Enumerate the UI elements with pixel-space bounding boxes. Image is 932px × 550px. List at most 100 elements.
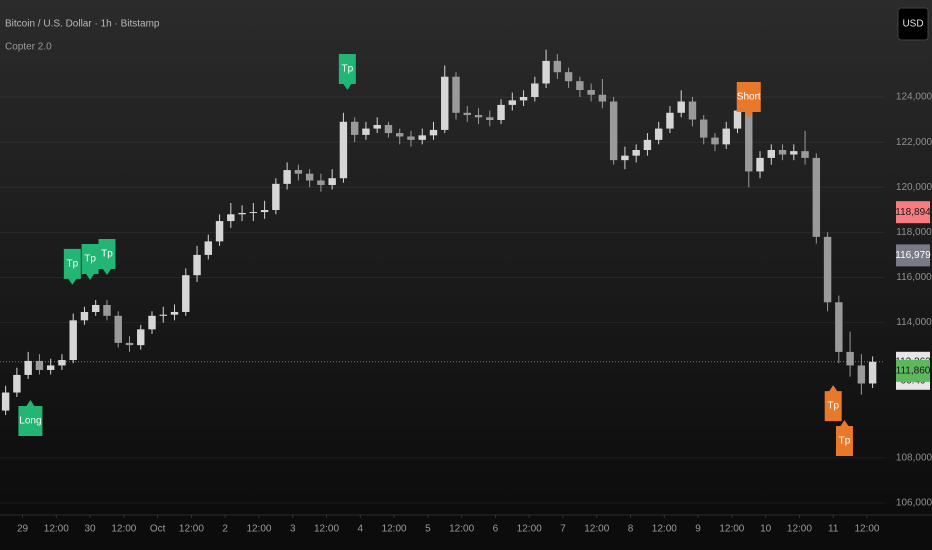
x-tick-label: 12:00: [584, 524, 609, 535]
signal-marker: [63, 248, 81, 285]
x-tick-label: 5: [425, 524, 431, 535]
candle-body: [564, 72, 573, 82]
x-axis-area: [0, 515, 932, 550]
x-tick-label: 12:00: [652, 524, 677, 535]
candle-body: [13, 374, 21, 393]
candle-body: [137, 329, 145, 346]
candle-body: [114, 315, 122, 343]
candle-body: [148, 315, 156, 330]
price-tag-label: 116,979: [895, 250, 931, 261]
candle-body: [722, 128, 730, 145]
candle-body: [643, 139, 652, 151]
x-tick-label: 12:00: [449, 524, 474, 535]
candle-body: [835, 302, 843, 352]
candle-body: [508, 100, 517, 105]
y-tick-label: 114,000: [896, 317, 932, 328]
x-tick-label: 8: [628, 524, 634, 535]
x-tick-label: 3: [290, 524, 296, 535]
signal: Tp: [63, 248, 81, 285]
candle-body: [542, 60, 550, 84]
candle-body: [812, 157, 821, 237]
signal: Tp: [338, 54, 356, 91]
x-tick-label: 12:00: [719, 524, 744, 535]
price-tag: [896, 359, 930, 382]
x-tick-label: 7: [560, 524, 566, 535]
chart-title: Bitcoin / U.S. Dollar · 1h · Bitstamp: [5, 19, 160, 30]
candle-body: [24, 360, 32, 375]
signal-label: Short: [737, 92, 761, 103]
signal-label: Tp: [342, 64, 354, 75]
candle-body: [666, 112, 674, 129]
x-tick-label: 12:00: [246, 524, 271, 535]
candle-body: [452, 76, 460, 113]
plot: [1, 49, 877, 416]
candle-body: [80, 311, 89, 321]
candle-body: [576, 81, 584, 91]
candle-body: [317, 180, 325, 185]
signal-marker: [338, 54, 356, 91]
y-tick-label: 106,000: [896, 498, 932, 509]
candle-body: [35, 360, 44, 370]
signal-label: Long: [19, 416, 41, 427]
candle-body: [609, 101, 618, 161]
y-tick-label: 118,000: [896, 227, 932, 238]
x-tick-label: 10: [760, 524, 772, 535]
signal: Tp: [81, 243, 99, 280]
candle-body: [519, 96, 528, 101]
candle-body: [846, 351, 854, 366]
candle-body: [700, 119, 708, 138]
signal: Long: [18, 399, 43, 436]
candle-body: [463, 112, 471, 116]
signal-label: Tp: [67, 259, 79, 270]
signal: Tp: [98, 238, 116, 275]
candle-body: [418, 135, 426, 140]
candle-body: [395, 133, 404, 137]
candle-body: [654, 128, 663, 140]
x-tick-label: 12:00: [787, 524, 812, 535]
candle-body: [429, 129, 438, 136]
candle-body: [215, 221, 224, 242]
signal-label: Tp: [84, 254, 96, 265]
candle-body: [497, 104, 505, 121]
y-tick-label: 120,000: [896, 182, 932, 193]
candle-body: [373, 124, 381, 129]
signal-marker: [81, 243, 99, 280]
x-tick-label: 29: [17, 524, 29, 535]
candle-body: [294, 170, 303, 174]
candle-body: [756, 157, 764, 172]
overlay: LongTpTpTpTpShortTpTp118,894116,979112,2…: [0, 54, 931, 457]
x-tick-label: 4: [358, 524, 364, 535]
candle-body: [339, 121, 348, 179]
candle-body: [790, 151, 798, 155]
x-tick-label: Oct: [150, 524, 166, 535]
price-tag-label: 111,860: [896, 365, 931, 376]
candle-body: [407, 136, 415, 140]
x-tick-label: 12:00: [44, 524, 69, 535]
indicator-name: Copter 2.0: [5, 42, 52, 53]
currency-label[interactable]: USD: [902, 19, 923, 30]
signal-label: Tp: [101, 249, 113, 260]
y-tick-label: 116,000: [896, 272, 932, 283]
signal: Short: [736, 81, 761, 118]
candle-body: [801, 151, 809, 158]
candle-body: [193, 254, 201, 276]
candle-body: [260, 210, 269, 213]
candle-body: [182, 275, 190, 312]
x-tick-label: 12:00: [382, 524, 407, 535]
candle-body: [362, 128, 370, 135]
candle-body: [1, 392, 10, 411]
signal: Tp: [824, 385, 842, 422]
x-tick-label: 30: [85, 524, 97, 535]
candle-body: [272, 183, 280, 211]
candle-body: [46, 365, 55, 370]
currency-button[interactable]: [897, 7, 929, 41]
price-tag: [896, 201, 930, 224]
candle-body: [733, 110, 742, 129]
candle-body: [103, 304, 111, 316]
x-tick-label: 12:00: [111, 524, 136, 535]
candle-body: [350, 121, 359, 135]
candle-body: [587, 90, 595, 95]
